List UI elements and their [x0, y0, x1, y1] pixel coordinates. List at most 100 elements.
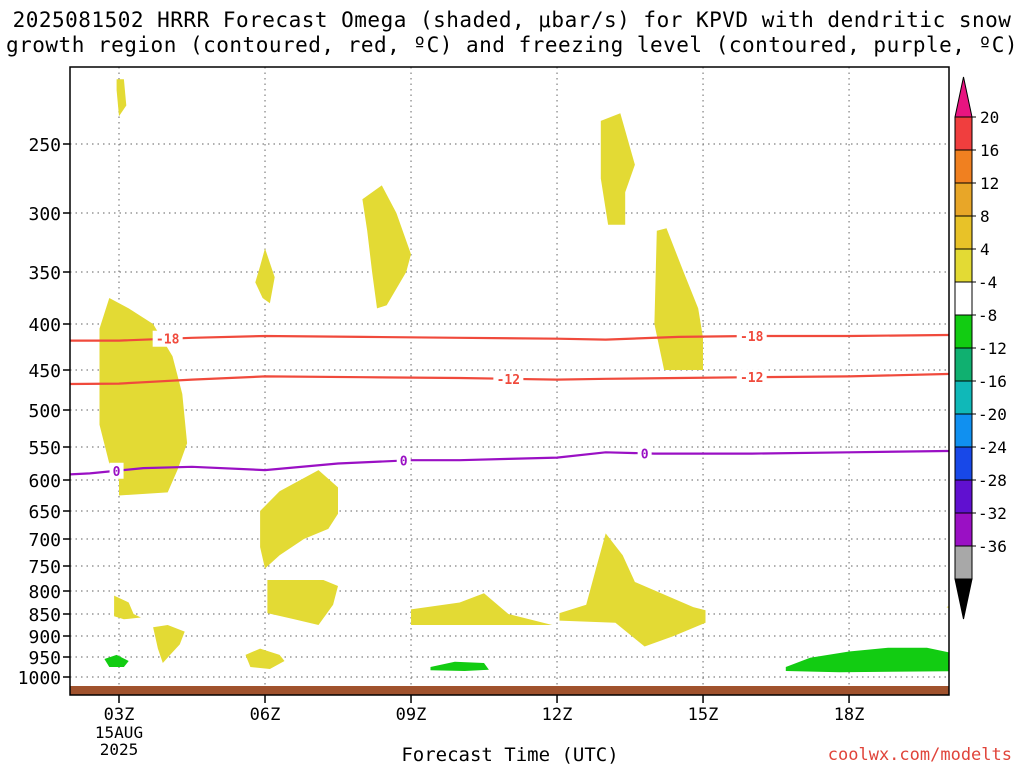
y-tick-label-250: 250 [28, 135, 61, 156]
colorbar-label-8: 8 [980, 207, 990, 226]
y-tick-label-750: 750 [28, 557, 61, 578]
colorbar-swatch-0 [954, 116, 973, 151]
y-tick-label-850: 850 [28, 605, 61, 626]
rising-motion-area-10 [600, 113, 635, 225]
colorbar-label-12: 12 [980, 174, 999, 193]
y-tick-label-350: 350 [28, 263, 61, 284]
x-tick-sublabel-1: 2025 [100, 740, 139, 759]
colorbar-label-m12: -12 [978, 339, 1007, 358]
colorbar-label-m4: -4 [978, 273, 997, 292]
sinking-motion-area-15 [430, 661, 489, 671]
temperature-contour-m12 [70, 372, 949, 386]
colorbar-label-m20: -20 [978, 405, 1007, 424]
y-tick-label-950: 950 [28, 648, 61, 669]
y-axis: 2503003504004505005506006507007508008509… [18, 135, 70, 689]
freezing-level-contour-0 [70, 449, 949, 476]
x-tick-label-18Z: 18Z [834, 705, 865, 725]
colorbar-swatch-9 [954, 413, 973, 448]
sinking-motion-area-16 [785, 647, 949, 673]
x-tick-label-06Z: 06Z [250, 705, 281, 725]
y-tick-label-900: 900 [28, 627, 61, 648]
rising-motion-area-5 [260, 470, 338, 569]
colorbar-swatch-12 [954, 512, 973, 547]
colorbar-swatch-5 [954, 281, 973, 316]
contour-label-bg [493, 370, 524, 387]
colorbar-label-m24: -24 [978, 438, 1007, 457]
colorbar-swatch-4 [954, 248, 973, 283]
temperature-contour-m18 [70, 333, 949, 342]
colorbar-label-m32: -32 [978, 504, 1007, 523]
contour-label-bg [152, 330, 183, 347]
contour-label-0-1: 0 [400, 455, 408, 470]
rising-motion-area-6 [267, 580, 338, 625]
x-tick-label-12Z: 12Z [542, 705, 573, 725]
ground-surface [70, 686, 949, 695]
x-tick-label-03Z: 03Z [104, 705, 135, 725]
rising-motion-area-2 [114, 595, 141, 620]
colorbar-bottom-arrow [954, 578, 973, 620]
x-axis-label: Forecast Time (UTC) [401, 744, 619, 766]
chart-title-line-1: 2025081502 HRRR Forecast Omega (shaded, … [12, 8, 1012, 32]
colorbar-swatch-3 [954, 215, 973, 250]
contour-label-bg [637, 445, 652, 462]
contour-label-m12-0: -12 [497, 373, 520, 388]
colorbar-top-arrow [954, 76, 973, 118]
colorbar-swatch-8 [954, 380, 973, 415]
rising-motion-area-7 [245, 648, 285, 669]
plot-frame [69, 66, 950, 696]
colorbar-label-m8: -8 [978, 306, 997, 325]
rising-motion-area-12 [654, 228, 703, 370]
x-tick-sublabel-0: 15AUG [95, 723, 143, 742]
colorbar-swatch-1 [954, 149, 973, 184]
y-tick-label-1000: 1000 [18, 668, 61, 689]
y-tick-label-400: 400 [28, 315, 61, 336]
contour-layer: -18 -18 -12 -12 0 0 0 [70, 327, 949, 480]
rising-motion-area-11 [559, 533, 706, 647]
colorbar-swatch-2 [954, 182, 973, 217]
colorbar-swatch-6 [954, 314, 973, 349]
rising-motion-area-4 [255, 248, 275, 304]
contour-label-bg [396, 452, 411, 469]
colorbar-swatch-10 [954, 446, 973, 481]
y-tick-label-600: 600 [28, 471, 61, 492]
omega-shading-layer [99, 79, 949, 673]
rising-motion-area-8 [362, 185, 411, 309]
colorbar-label-m28: -28 [978, 471, 1007, 490]
colorbar-swatch-11 [954, 479, 973, 514]
contour-label-bg [736, 327, 767, 344]
contour-label-bg [109, 462, 124, 479]
contour-label-bg [736, 369, 767, 386]
contour-label-m18-1: -18 [740, 330, 764, 345]
contour-label-0-2: 0 [641, 447, 649, 462]
colorbar-label-16: 16 [980, 141, 999, 160]
rising-motion-area-9 [411, 593, 553, 625]
chart-title-line-2: growth region (contoured, red, ºC) and f… [5, 33, 1019, 57]
x-tick-label-09Z: 09Z [396, 705, 427, 725]
rising-motion-area-3 [153, 625, 185, 663]
grid-layer [70, 67, 949, 695]
rising-motion-area-0 [116, 79, 127, 117]
y-tick-label-550: 550 [28, 438, 61, 459]
y-tick-label-300: 300 [28, 204, 61, 225]
colorbar-label-4: 4 [980, 240, 990, 259]
colorbar-label-m36: -36 [978, 537, 1007, 556]
contour-label-m18-0: -18 [156, 333, 180, 348]
colorbar-swatch-13 [954, 545, 973, 580]
contour-label-0-0: 0 [113, 465, 121, 480]
y-tick-label-800: 800 [28, 582, 61, 603]
omega-colorbar: 20 16 12 8 4 -4 -8 -12 -16 -20 -24 -28 -32 -36 [954, 76, 1007, 620]
y-tick-label-500: 500 [28, 401, 61, 422]
colorbar-label-m16: -16 [978, 372, 1007, 391]
colorbar-swatch-7 [954, 347, 973, 382]
x-tick-label-15Z: 15Z [688, 705, 719, 725]
site-credit-link[interactable]: coolwx.com/modelts [827, 745, 1012, 765]
rising-motion-area-1 [99, 298, 188, 496]
y-tick-label-450: 450 [28, 361, 61, 382]
ground-layer [70, 686, 949, 695]
sinking-motion-area-14 [104, 654, 129, 667]
contour-label-m12-1: -12 [740, 371, 763, 386]
y-tick-label-650: 650 [28, 502, 61, 523]
y-tick-label-700: 700 [28, 530, 61, 551]
